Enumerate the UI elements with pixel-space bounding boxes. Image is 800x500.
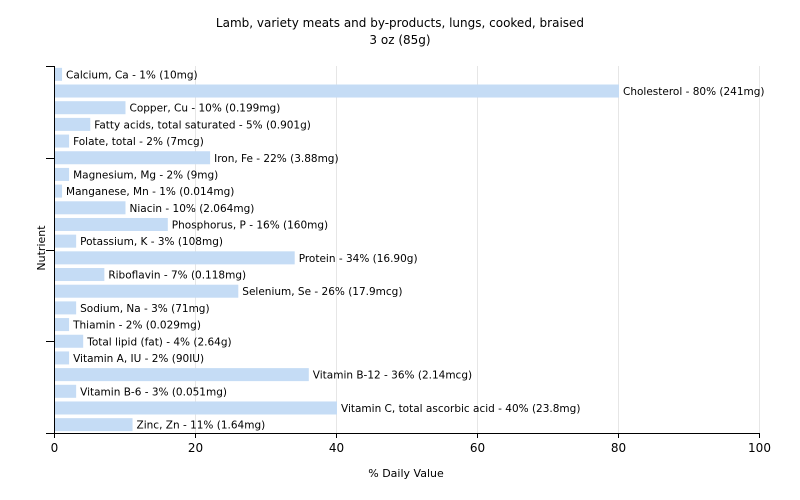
bar <box>55 134 70 148</box>
bar <box>55 167 70 181</box>
bar <box>55 251 295 265</box>
bar <box>55 268 105 282</box>
bar-label: Sodium, Na - 3% (71mg) <box>80 303 209 315</box>
x-tick-label: 60 <box>470 441 485 455</box>
x-tick-label: 100 <box>748 441 771 455</box>
bar-label: Vitamin B-6 - 3% (0.051mg) <box>80 386 227 398</box>
bar <box>55 318 70 332</box>
bar-label: Vitamin A, IU - 2% (90IU) <box>73 353 204 365</box>
bar <box>55 384 77 398</box>
bar-label: Phosphorus, P - 16% (160mg) <box>172 219 328 231</box>
bar-label: Total lipid (fat) - 4% (2.64g) <box>86 336 231 348</box>
x-tick-label: 80 <box>611 441 626 455</box>
bar <box>55 101 126 115</box>
x-tick-label: 20 <box>188 441 203 455</box>
bar-label: Selenium, Se - 26% (17.9mcg) <box>242 286 402 298</box>
bar <box>55 117 91 131</box>
bar-label: Folate, total - 2% (7mcg) <box>73 136 204 148</box>
bar-label: Magnesium, Mg - 2% (9mg) <box>73 169 218 181</box>
bar-label: Calcium, Ca - 1% (10mg) <box>66 69 198 81</box>
bar-label: Niacin - 10% (2.064mg) <box>130 203 255 215</box>
bar <box>55 201 126 215</box>
bar-label: Fatty acids, total saturated - 5% (0.901… <box>94 119 311 131</box>
bar <box>55 334 84 348</box>
x-axis-title: % Daily Value <box>368 467 444 480</box>
bar-label: Copper, Cu - 10% (0.199mg) <box>130 103 281 115</box>
bar-label: Cholesterol - 80% (241mg) <box>623 86 765 98</box>
bar-label: Iron, Fe - 22% (3.88mg) <box>214 153 338 165</box>
bar-label: Manganese, Mn - 1% (0.014mg) <box>66 186 234 198</box>
y-axis-title: Nutrient <box>35 225 48 271</box>
bar <box>55 234 77 248</box>
bar-label: Vitamin C, total ascorbic acid - 40% (23… <box>341 403 580 415</box>
bar <box>55 217 168 231</box>
bars: Calcium, Ca - 1% (10mg) Cholesterol - 80%… <box>55 67 765 432</box>
bar <box>55 418 133 432</box>
bar <box>55 184 63 198</box>
bar <box>55 67 63 81</box>
bar <box>55 284 239 298</box>
chart-title: Lamb, variety meats and by-products, lun… <box>216 16 584 30</box>
bar-label: Protein - 34% (16.90g) <box>299 253 418 265</box>
bar-label: Vitamin B-12 - 36% (2.14mcg) <box>313 370 472 382</box>
bar-label: Zinc, Zn - 11% (1.64mg) <box>137 420 266 432</box>
chart-subtitle: 3 oz (85g) <box>369 33 430 47</box>
axes: 0 20 40 60 80 100 <box>46 66 771 455</box>
bar-label: Thiamin - 2% (0.029mg) <box>72 320 201 332</box>
bar-label: Potassium, K - 3% (108mg) <box>80 236 223 248</box>
bar <box>55 368 309 382</box>
bar <box>55 301 77 315</box>
bar <box>55 84 619 98</box>
bar <box>55 151 211 165</box>
x-tick-label: 40 <box>329 441 344 455</box>
bar-label: Riboflavin - 7% (0.118mg) <box>108 270 246 282</box>
bar <box>55 351 70 365</box>
x-tick-label: 0 <box>51 441 59 455</box>
bar <box>55 401 337 415</box>
